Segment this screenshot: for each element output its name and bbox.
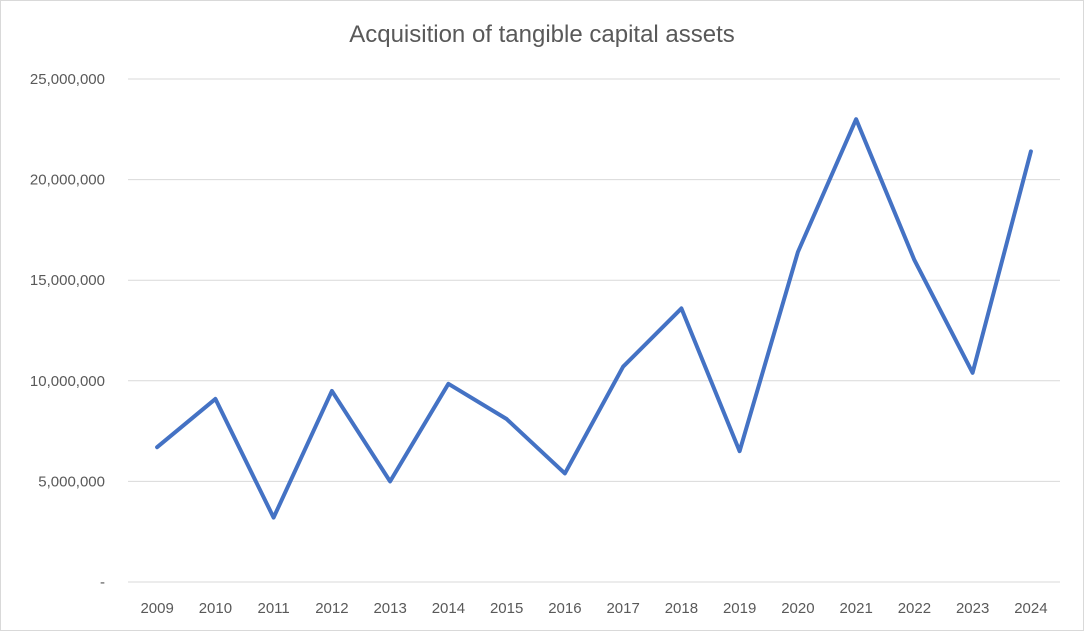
data-point [1029,149,1033,153]
data-point [971,371,975,375]
x-tick-label: 2014 [432,600,465,617]
x-tick-label: 2015 [490,600,523,617]
x-tick-label: 2012 [315,600,348,617]
data-point [388,479,392,483]
x-tick-label: 2024 [1014,600,1047,617]
data-point [912,258,916,262]
data-point [563,471,567,475]
x-tick-label: 2016 [548,600,581,617]
data-point [796,250,800,254]
x-tick-label: 2013 [373,600,406,617]
x-tick-label: 2017 [606,600,639,617]
y-tick-label: 15,000,000 [30,272,105,289]
data-point [272,516,276,520]
x-tick-label: 2023 [956,600,989,617]
data-point [854,117,858,121]
x-tick-label: 2022 [898,600,931,617]
x-tick-label: 2011 [257,600,289,617]
data-point [738,449,742,453]
x-tick-label: 2020 [781,600,814,617]
data-point [330,389,334,393]
x-tick-label: 2018 [665,600,698,617]
data-point [621,365,625,369]
y-tick-label: 5,000,000 [38,473,105,490]
y-tick-label: 20,000,000 [30,172,105,189]
x-tick-label: 2009 [140,600,173,617]
data-point [505,417,509,421]
x-tick-label: 2010 [199,600,232,617]
x-tick-label: 2021 [839,600,872,617]
x-tick-label: 2019 [723,600,756,617]
data-point [679,306,683,310]
data-point [446,382,450,386]
y-tick-label: - [100,574,105,591]
data-point [155,445,159,449]
y-tick-label: 10,000,000 [30,373,105,390]
y-tick-label: 25,000,000 [30,71,105,88]
data-point [213,397,217,401]
chart-title: Acquisition of tangible capital assets [349,21,735,48]
series-line [155,117,1033,520]
